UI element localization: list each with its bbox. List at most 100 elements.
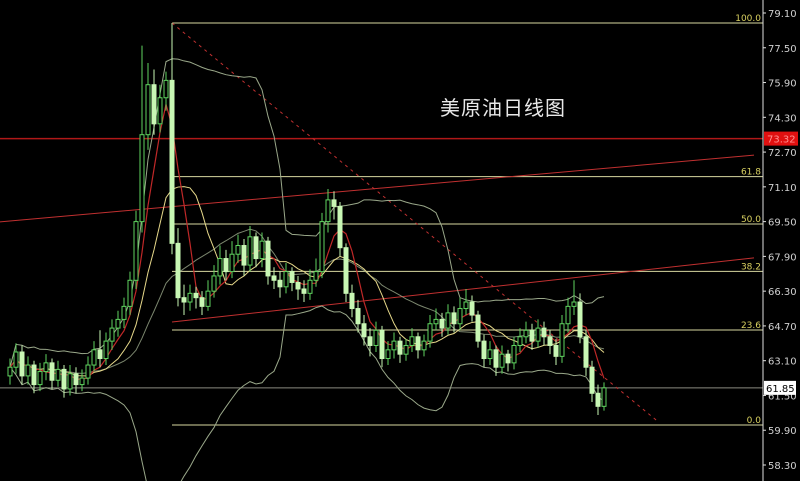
price-axis-label: 67.90 (768, 252, 797, 263)
candle (43, 354, 49, 381)
candle-body (91, 349, 97, 366)
candle (61, 365, 67, 398)
price-axis-label: 59.90 (768, 426, 797, 437)
candle-body (469, 301, 475, 316)
candle-body (367, 336, 373, 346)
candle (199, 291, 205, 316)
candle (103, 332, 109, 366)
candle-body (379, 329, 385, 360)
candle-body (325, 199, 331, 223)
candle-body (271, 275, 277, 281)
candle-body (13, 351, 19, 368)
price-axis-label: 66.30 (768, 287, 797, 298)
price-axis-label: 69.50 (768, 218, 797, 229)
candle-body (127, 279, 133, 307)
candle (427, 315, 433, 348)
candle (517, 328, 523, 352)
candle-body (223, 258, 229, 273)
candle (487, 341, 493, 366)
candle-body (247, 236, 253, 266)
candle (253, 232, 259, 268)
candle-body (265, 240, 271, 277)
candle-body (403, 344, 409, 355)
candle-body (175, 242, 181, 299)
candle (475, 310, 481, 348)
candle (265, 236, 271, 285)
candle-body (529, 329, 535, 342)
candle-body (517, 336, 523, 346)
candle-body (193, 292, 199, 299)
candle (553, 338, 559, 366)
candle (241, 239, 247, 276)
candle-body (133, 221, 139, 281)
price-axis-label: 58.30 (768, 461, 797, 472)
ma10-line (9, 186, 605, 377)
candle (499, 345, 505, 374)
candle (175, 228, 181, 307)
candle (115, 310, 121, 337)
candle-body (583, 336, 589, 368)
candle (313, 258, 319, 287)
candle-body (571, 301, 577, 307)
price-axis-label: 61.50 (768, 391, 797, 402)
candle (463, 288, 469, 316)
candle-body (475, 314, 481, 342)
candle-body (421, 340, 427, 351)
candle (211, 265, 217, 298)
candle-body (601, 387, 607, 407)
resistance-price-label: 73.32 (767, 135, 796, 146)
price-axis-label: 71.10 (768, 183, 797, 194)
candle-body (49, 362, 55, 381)
candle-body (463, 301, 469, 310)
candle-body (355, 308, 361, 325)
candle-body (535, 327, 541, 342)
fib-level-label: 23.6 (741, 321, 761, 331)
candle-body (25, 364, 31, 377)
candle (409, 328, 415, 352)
bollinger-upper-band (9, 58, 605, 368)
candle-body (313, 271, 319, 281)
candle (367, 328, 373, 357)
candle-body (181, 297, 187, 303)
candle (571, 280, 577, 316)
candle (223, 249, 229, 281)
candle-body (505, 353, 511, 364)
candle-body (457, 308, 463, 325)
candle (523, 321, 529, 344)
candle-body (391, 340, 397, 351)
candle (55, 360, 61, 387)
candle-body (163, 79, 169, 99)
candle-body (385, 349, 391, 360)
candle-body (7, 366, 13, 377)
candle-body (79, 377, 85, 386)
current-price-badge (764, 380, 796, 395)
candle (541, 321, 547, 346)
candle (163, 71, 169, 111)
candle (559, 315, 565, 363)
candle (67, 365, 73, 396)
candle (277, 271, 283, 298)
candle-body (217, 258, 223, 277)
chart-title: 美原油日线图 (440, 96, 566, 120)
candle-body (229, 253, 235, 273)
trendline (171, 257, 755, 323)
candle (589, 360, 595, 402)
candle-body (373, 329, 379, 346)
candle (295, 275, 301, 300)
candles-group (7, 22, 607, 416)
candle (25, 356, 31, 385)
candle (439, 312, 445, 337)
candle-body (433, 318, 439, 325)
price-axis-label: 74.30 (768, 113, 797, 124)
candle (169, 22, 175, 255)
candle (79, 369, 85, 392)
price-axis-label: 63.10 (768, 357, 797, 368)
candle (139, 45, 145, 233)
candle (445, 304, 451, 335)
candle (217, 245, 223, 285)
candle (283, 262, 289, 294)
candle (403, 338, 409, 361)
candle-body (427, 323, 433, 342)
